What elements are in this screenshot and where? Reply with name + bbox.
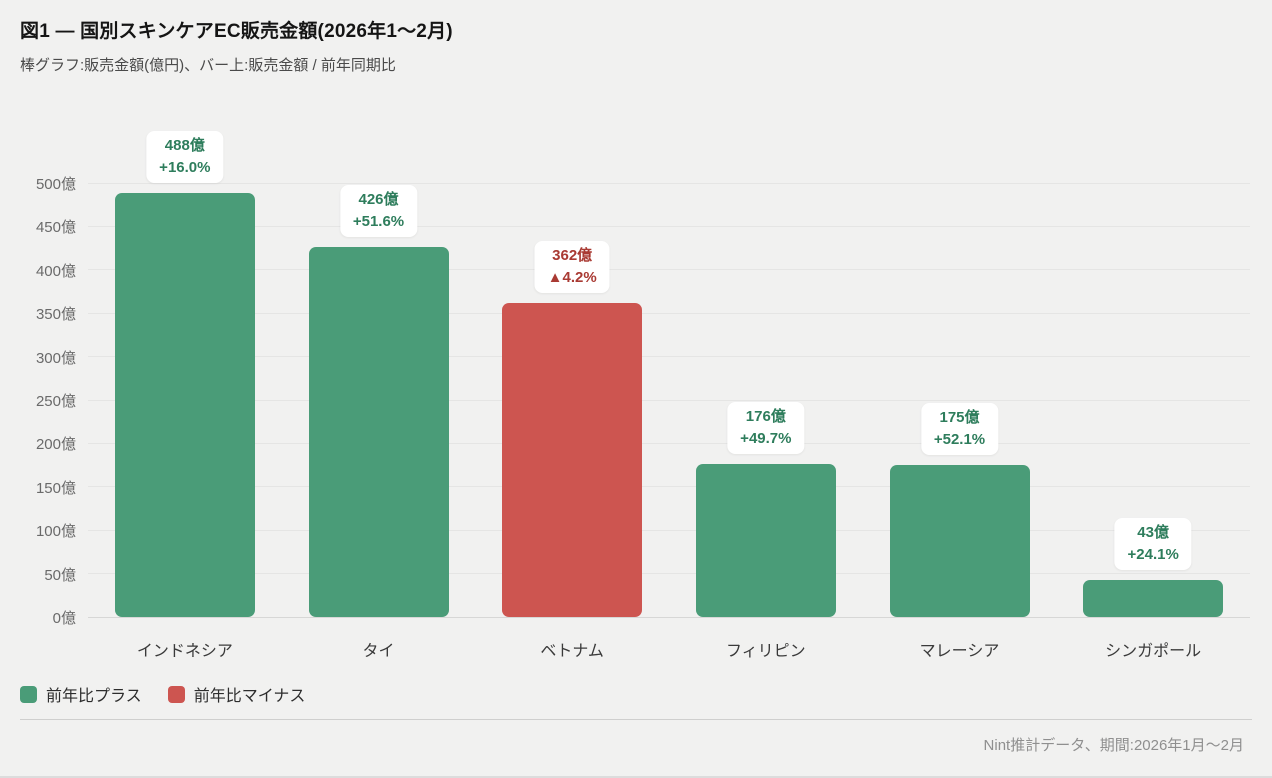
x-axis-tick-label: ベトナム: [540, 643, 604, 660]
bar-yoy-text: +51.6%: [352, 213, 405, 231]
bar-positive: [695, 464, 836, 617]
bar-positive: [1083, 579, 1224, 617]
x-axis-tick-label: フィリピン: [725, 643, 806, 660]
y-axis-tick-label: 450億: [35, 219, 76, 237]
legend-item-positive: 前年比プラス: [20, 682, 142, 706]
legend-item-negative: 前年比マイナス: [167, 682, 306, 706]
grid-line: [88, 399, 1250, 401]
grid-line: [88, 529, 1250, 531]
grid-line: [88, 573, 1250, 575]
y-axis-tick-label: 0億: [52, 610, 76, 627]
bar-yoy-text: +49.7%: [740, 430, 792, 448]
grid-line: [88, 616, 1250, 618]
bar-amount-text: 43億: [1137, 523, 1169, 541]
y-axis-tick-label: 300億: [35, 349, 76, 367]
legend-swatch-positive: [20, 685, 37, 703]
bar-value-label: 426億 +51.6%: [339, 185, 418, 238]
chart-title: 図1 — 国別スキンケアEC販売金額(2026年1〜2月): [20, 21, 453, 42]
bar-value-label: 175億 +52.1%: [920, 403, 999, 456]
legend-label: 前年比マイナス: [193, 688, 306, 705]
bar-amount-text: 488億: [164, 137, 205, 155]
y-axis-tick-label: 400億: [35, 262, 76, 280]
y-axis-tick-label: 250億: [35, 393, 76, 410]
y-axis-tick-label: 350億: [35, 306, 76, 324]
y-axis-tick-label: 100億: [35, 523, 76, 541]
legend-label: 前年比プラス: [46, 688, 142, 705]
bar-yoy-text: ▲4.2%: [547, 268, 597, 286]
y-axis-tick-label: 50億: [44, 566, 76, 584]
bar-value-label: 362億 ▲4.2%: [534, 240, 610, 293]
y-axis-tick-label: 150億: [35, 479, 76, 497]
bar-value-label: 43億 +24.1%: [1114, 517, 1192, 570]
x-axis-tick-label: シンガポール: [1105, 643, 1202, 660]
bar-value-label: 488億 +16.0%: [146, 131, 224, 184]
legend-swatch-negative: [167, 685, 185, 703]
footer-divider: [20, 719, 1252, 720]
bar-positive: [308, 247, 449, 617]
grid-line: [88, 442, 1250, 444]
bar-amount-text: 426億: [358, 191, 399, 209]
bar-amount-text: 362億: [552, 246, 593, 264]
bar-amount-text: 176億: [745, 408, 786, 426]
chart-legend: 前年比プラス 前年比マイナス: [20, 682, 305, 706]
grid-line: [88, 312, 1250, 314]
bar-yoy-text: +52.1%: [933, 431, 986, 449]
grid-line: [88, 225, 1250, 227]
y-axis-tick-label: 200億: [35, 436, 76, 454]
y-axis-tick-label: 500億: [35, 176, 76, 193]
chart-subtitle: 棒グラフ:販売金額(億円)、バー上:販売金額 / 前年同期比: [20, 57, 396, 74]
bar-yoy-text: +24.1%: [1127, 545, 1179, 563]
x-axis-tick-label: インドネシア: [136, 643, 233, 660]
bar-positive: [114, 193, 255, 617]
grid-line: [88, 269, 1250, 271]
bar-yoy-text: +16.0%: [159, 159, 211, 177]
x-axis-tick-label: タイ: [362, 643, 395, 660]
grid-line: [88, 356, 1250, 358]
grid-line: [88, 486, 1250, 488]
data-source-note: Nint推計データ、期間:2026年1月〜2月: [983, 737, 1244, 754]
bar-negative: [502, 302, 643, 617]
grid-line: [88, 182, 1250, 184]
bar-positive: [889, 465, 1030, 617]
bar-value-label: 176億 +49.7%: [727, 402, 805, 455]
bar-amount-text: 175億: [939, 409, 980, 427]
x-axis-tick-label: マレーシア: [919, 643, 1000, 660]
